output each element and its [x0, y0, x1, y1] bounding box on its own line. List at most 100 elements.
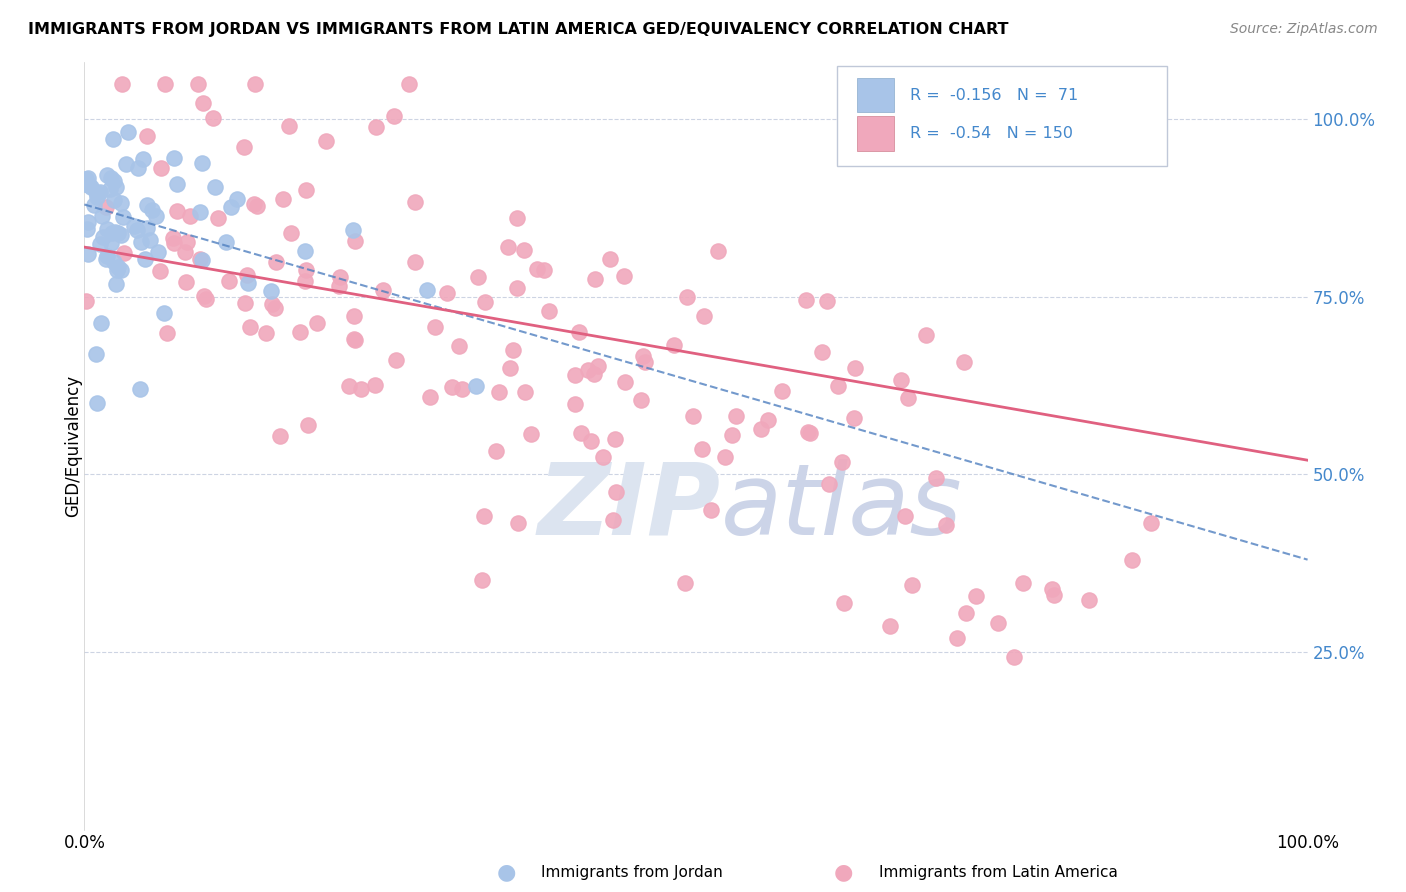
Point: [631, 349, 654, 363]
Point: [207, 211, 229, 225]
Point: [194, 292, 217, 306]
Point: [844, 411, 866, 425]
Point: [141, 202, 163, 217]
Point: [149, 264, 172, 278]
Point: [163, 235, 186, 250]
Point: [499, 361, 522, 376]
Point: [815, 293, 838, 308]
Point: [371, 283, 394, 297]
Point: [890, 373, 912, 387]
Point: [100, 170, 122, 185]
Point: [75, 294, 97, 309]
Text: Source: ZipAtlas.com: Source: ZipAtlas.com: [1230, 22, 1378, 37]
Point: [1002, 649, 1025, 664]
Point: [136, 221, 159, 235]
Point: [103, 255, 125, 269]
Point: [682, 409, 704, 423]
Point: [467, 270, 489, 285]
Point: [471, 574, 494, 588]
Point: [148, 245, 170, 260]
Point: [295, 183, 318, 197]
Point: [233, 140, 256, 154]
Point: [96, 249, 118, 263]
Point: [129, 382, 152, 396]
Text: Immigrants from Jordan: Immigrants from Jordan: [541, 865, 723, 880]
Point: [513, 243, 536, 257]
Point: [613, 268, 636, 283]
Point: [117, 125, 139, 139]
Point: [496, 240, 519, 254]
Point: [77, 247, 100, 261]
Point: [112, 246, 135, 260]
Point: [925, 471, 948, 485]
Point: [404, 194, 426, 209]
Point: [104, 226, 127, 240]
Point: [264, 255, 287, 269]
Point: [879, 619, 901, 633]
Point: [831, 455, 853, 469]
Point: [105, 263, 128, 277]
Point: [569, 426, 592, 441]
FancyBboxPatch shape: [858, 78, 894, 112]
Point: [295, 263, 318, 277]
Point: [425, 320, 447, 334]
Point: [474, 295, 496, 310]
Point: [328, 278, 350, 293]
Point: [122, 219, 145, 233]
Point: [634, 355, 657, 369]
Point: [96, 168, 118, 182]
Point: [125, 223, 148, 237]
Point: [799, 426, 821, 441]
Point: [297, 417, 319, 432]
Point: [520, 427, 543, 442]
Point: [156, 326, 179, 341]
Point: [502, 343, 524, 357]
Point: [720, 428, 742, 442]
Point: [111, 77, 134, 91]
Point: [233, 296, 256, 310]
Point: [218, 274, 240, 288]
Point: [533, 263, 555, 277]
Point: [419, 390, 441, 404]
Point: [105, 179, 128, 194]
Point: [827, 379, 849, 393]
Point: [342, 223, 364, 237]
Point: [193, 95, 215, 110]
Point: [110, 195, 132, 210]
Point: [602, 513, 624, 527]
Point: [110, 263, 132, 277]
Point: [162, 231, 184, 245]
Point: [398, 77, 420, 91]
Point: [384, 353, 406, 368]
Point: [254, 326, 277, 340]
Point: [103, 193, 125, 207]
Point: [73, 177, 96, 191]
Point: [844, 361, 866, 376]
Point: [818, 476, 841, 491]
Point: [179, 209, 201, 223]
Text: ZIP: ZIP: [537, 458, 720, 556]
Point: [90, 316, 112, 330]
Point: [246, 199, 269, 213]
Point: [447, 339, 470, 353]
Point: [506, 281, 529, 295]
Point: [630, 392, 652, 407]
Point: [107, 260, 129, 274]
Point: [163, 151, 186, 165]
Point: [84, 346, 107, 360]
Point: [366, 120, 388, 134]
Point: [673, 576, 696, 591]
Point: [294, 274, 316, 288]
Point: [605, 485, 627, 500]
Point: [714, 450, 737, 464]
Point: [464, 379, 486, 393]
Point: [675, 290, 697, 304]
Point: [1077, 593, 1099, 607]
Point: [451, 382, 474, 396]
Point: [382, 109, 405, 123]
Point: [101, 132, 124, 146]
Point: [75, 172, 97, 186]
Point: [488, 385, 510, 400]
Point: [153, 306, 176, 320]
Point: [758, 413, 780, 427]
